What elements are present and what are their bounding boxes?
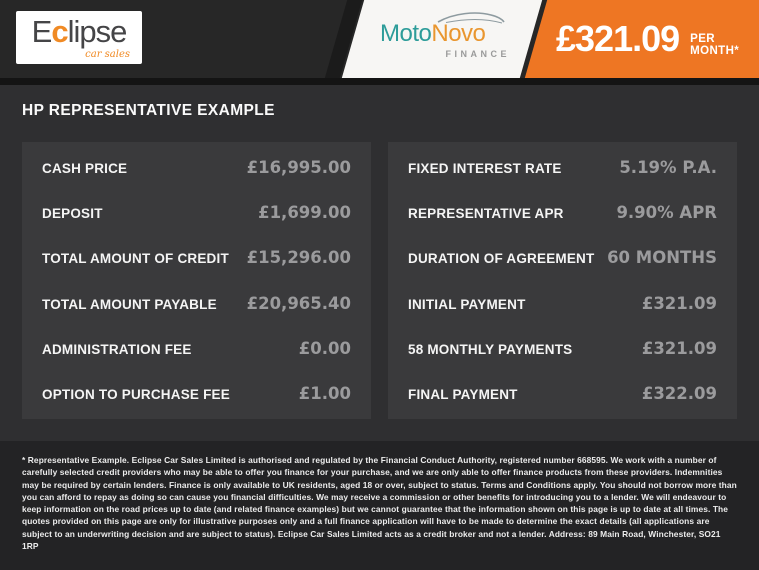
finance-row-value: £0.00 xyxy=(298,338,351,358)
finance-row-value: £321.09 xyxy=(641,293,717,313)
finance-tables: CASH PRICE £16,995.00 DEPOSIT £1,699.00 TOTA… xyxy=(22,142,737,419)
finance-row-label: 58 MONTHLY PAYMENTS xyxy=(408,341,573,357)
finance-row: OPTION TO PURCHASE FEE £1.00 xyxy=(42,384,351,403)
finance-row-value: £15,296.00 xyxy=(246,248,351,268)
finance-row: INITIAL PAYMENT £321.09 xyxy=(408,294,717,313)
finance-row-label: FINAL PAYMENT xyxy=(408,386,518,402)
finance-row: FIXED INTEREST RATE 5.19% P.A. xyxy=(408,158,717,177)
finance-row-label: INITIAL PAYMENT xyxy=(408,296,526,312)
monthly-price-banner: £321.09 PER MONTH* xyxy=(556,0,759,78)
finance-row-label: DEPOSIT xyxy=(42,206,103,222)
finance-row-label: FIXED INTEREST RATE xyxy=(408,161,562,176)
car-swoosh-icon xyxy=(380,10,512,24)
finance-row-value: £16,995.00 xyxy=(246,158,351,177)
finance-logo-subtitle: FINANCE xyxy=(445,49,510,59)
finance-row-value: £1.00 xyxy=(298,383,351,403)
finance-logo-moto: Moto xyxy=(380,20,432,47)
monthly-price: £321.09 xyxy=(556,18,680,59)
finance-table-right: FIXED INTEREST RATE 5.19% P.A. REPRESENTAT… xyxy=(388,142,737,419)
finance-row-label: REPRESENTATIVE APR xyxy=(408,206,564,222)
finance-row-label: TOTAL AMOUNT OF CREDIT xyxy=(42,251,229,267)
header-banner: Eclipse car sales MotoNovo FINANCE £321.… xyxy=(0,0,759,78)
finance-row-value: £321.09 xyxy=(641,338,717,358)
finance-row: REPRESENTATIVE APR 9.90% APR xyxy=(408,203,717,222)
finance-row-label: OPTION TO PURCHASE FEE xyxy=(42,386,230,402)
finance-row: ADMINISTRATION FEE £0.00 xyxy=(42,339,351,358)
disclaimer-text: * Representative Example. Eclipse Car Sa… xyxy=(22,455,737,552)
finance-row: TOTAL AMOUNT OF CREDIT £15,296.00 xyxy=(42,248,351,267)
dealer-logo-text-suffix: lipse xyxy=(67,14,128,49)
finance-table-left: CASH PRICE £16,995.00 DEPOSIT £1,699.00 TOTA… xyxy=(22,142,371,419)
finance-row: TOTAL AMOUNT PAYABLE £20,965.40 xyxy=(42,294,351,313)
price-period-label: PER MONTH* xyxy=(690,33,740,57)
dealer-logo-text-prefix: E xyxy=(31,14,53,49)
finance-row: CASH PRICE £16,995.00 xyxy=(42,158,351,177)
finance-row-label: ADMINISTRATION FEE xyxy=(42,341,192,357)
finance-row-value: 9.90% APR xyxy=(616,203,717,223)
finance-row-value: 5.19% P.A. xyxy=(619,158,717,177)
disclaimer-section: * Representative Example. Eclipse Car Sa… xyxy=(0,441,759,570)
dealer-logo-text: Eclipse xyxy=(16,11,142,53)
finance-row-value: £322.09 xyxy=(641,383,717,403)
finance-logo-text: MotoNovo xyxy=(380,20,512,48)
page-title: HP REPRESENTATIVE EXAMPLE xyxy=(22,102,275,119)
motonovo-finance-logo: MotoNovo FINANCE xyxy=(380,10,512,59)
finance-row-value: £20,965.40 xyxy=(246,293,351,313)
finance-row-label: DURATION OF AGREEMENT xyxy=(408,251,595,267)
finance-row-value: £1,699.00 xyxy=(258,203,351,223)
finance-row: 58 MONTHLY PAYMENTS £321.09 xyxy=(408,339,717,358)
dealer-logo-tagline: car sales xyxy=(85,49,130,60)
finance-row-label: CASH PRICE xyxy=(42,161,128,176)
finance-row: FINAL PAYMENT £322.09 xyxy=(408,384,717,403)
finance-row-value: 60 MONTHS xyxy=(607,248,717,268)
header-divider xyxy=(0,78,759,85)
dealer-logo: Eclipse car sales xyxy=(16,11,142,64)
crescent-moon-icon: c xyxy=(51,14,68,49)
finance-row: DEPOSIT £1,699.00 xyxy=(42,203,351,222)
finance-row: DURATION OF AGREEMENT 60 MONTHS xyxy=(408,248,717,267)
finance-logo-novo: Novo xyxy=(431,20,486,47)
finance-row-label: TOTAL AMOUNT PAYABLE xyxy=(42,296,217,312)
main-content: HP REPRESENTATIVE EXAMPLE CASH PRICE £16,… xyxy=(0,85,759,419)
